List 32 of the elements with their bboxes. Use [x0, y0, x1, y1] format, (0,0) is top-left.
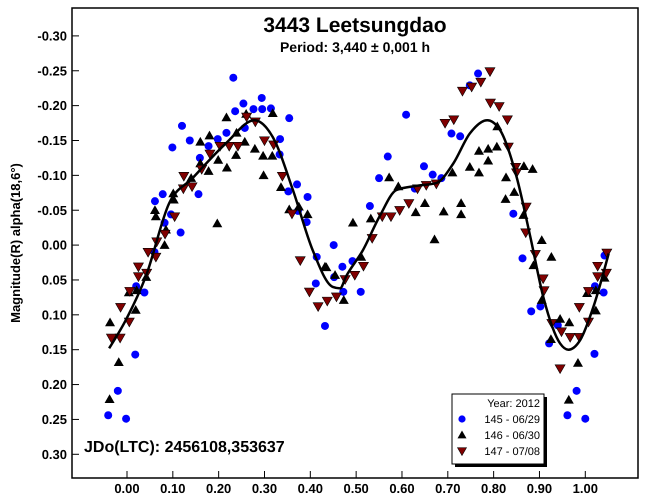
x-tick-label: 0.60: [389, 481, 415, 496]
y-tick-label: 0.00: [42, 238, 67, 253]
x-tick-label: 0.40: [298, 481, 323, 496]
x-tick-label: 0.00: [114, 481, 140, 496]
x-tick-label: 0.70: [435, 481, 460, 496]
y-tick-label: 0.05: [42, 272, 67, 288]
y-tick-label: -0.20: [37, 98, 67, 114]
x-tick-label: 0.20: [206, 481, 232, 496]
y-tick-label: 0.25: [42, 412, 67, 427]
x-tick-label: 0.10: [160, 481, 186, 496]
y-tick-label: 0.15: [42, 342, 67, 358]
chart-title: 3443 Leetsungdao: [263, 14, 447, 37]
annotation: JDo(LTC): 2456108,353637: [84, 439, 285, 456]
x-tick-label: 1.00: [572, 481, 598, 496]
text: Period: 3,440 ± 0,001 h: [280, 39, 430, 55]
y-tick-label: -0.10: [37, 168, 67, 183]
y-tick-label: -0.15: [37, 133, 67, 148]
y-tick-label: 0.10: [42, 307, 67, 322]
x-tick-label: 0.30: [252, 481, 278, 496]
legend-label: 145 - 06/29: [484, 414, 540, 426]
legend-label: 147 - 07/08: [484, 446, 540, 458]
x-tick-label: 0.50: [343, 481, 369, 496]
x-tick-label: 0.80: [480, 481, 506, 496]
legend-label: 146 - 06/30: [484, 430, 540, 442]
y-axis-title: Magnitude(R) alpha(18,6°): [8, 163, 23, 323]
y-tick-label: -0.25: [37, 63, 67, 78]
x-tick-label: 0.90: [526, 481, 552, 496]
y-tick-label: -0.30: [37, 28, 67, 44]
legend-title: Year: 2012: [487, 398, 540, 410]
y-tick-label: -0.05: [37, 202, 67, 218]
y-tick-label: 0.20: [42, 377, 67, 392]
y-tick-label: 0.30: [42, 446, 67, 462]
